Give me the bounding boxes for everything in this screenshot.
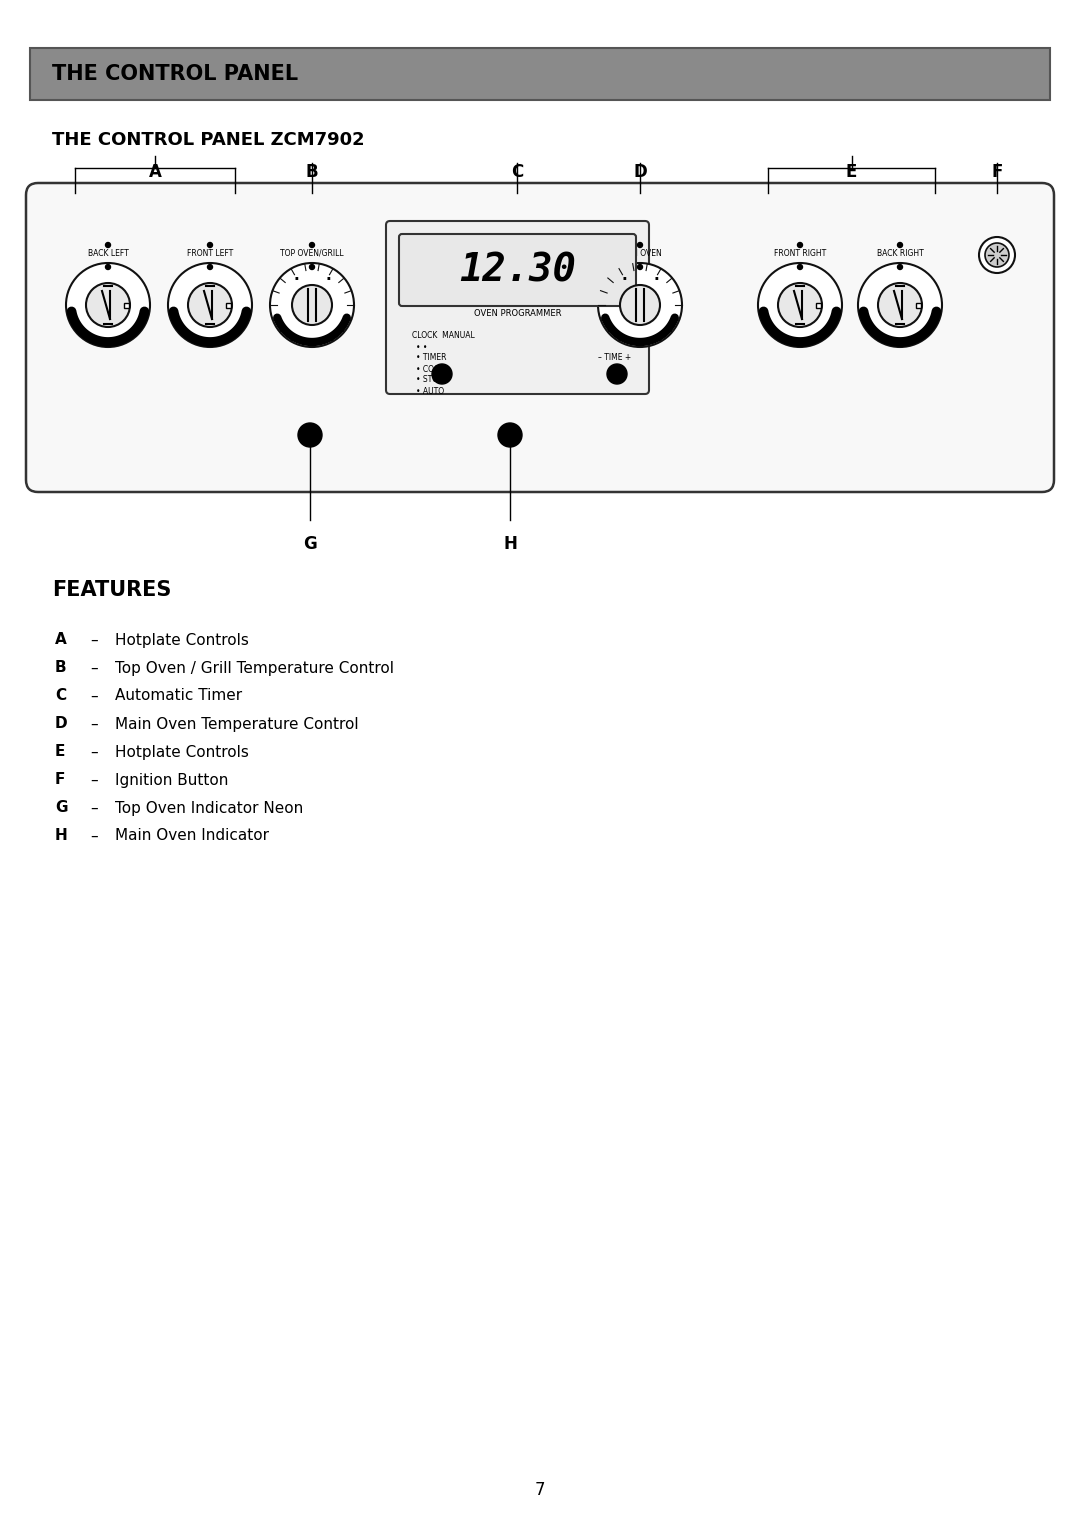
Text: B: B [306,163,319,180]
Text: G: G [55,801,67,816]
Text: A: A [149,163,161,180]
Text: OVEN PROGRAMMER: OVEN PROGRAMMER [474,309,562,318]
Text: • •: • • [416,342,428,351]
Text: Top Oven / Grill Temperature Control: Top Oven / Grill Temperature Control [114,660,394,675]
Text: CLOCK  MANUAL: CLOCK MANUAL [411,330,475,339]
Circle shape [188,283,232,327]
Text: Ignition Button: Ignition Button [114,773,228,787]
Text: Automatic Timer: Automatic Timer [114,689,242,703]
FancyBboxPatch shape [816,303,821,309]
Text: G: G [303,535,316,553]
Circle shape [778,283,822,327]
Circle shape [598,263,681,347]
Text: 12.30: 12.30 [459,251,576,289]
FancyBboxPatch shape [399,234,636,306]
Text: FRONT LEFT: FRONT LEFT [187,249,233,258]
Circle shape [270,263,354,347]
Text: Top Oven Indicator Neon: Top Oven Indicator Neon [114,801,303,816]
Circle shape [607,364,627,384]
Circle shape [86,283,130,327]
FancyBboxPatch shape [226,303,231,309]
Circle shape [292,286,332,325]
Text: C: C [511,163,523,180]
Circle shape [298,423,322,448]
Text: BACK LEFT: BACK LEFT [87,249,129,258]
Text: E: E [55,744,66,759]
Text: A: A [55,633,67,648]
Circle shape [985,243,1009,267]
Text: E: E [846,163,858,180]
Circle shape [207,243,213,248]
Text: –: – [90,689,97,703]
Circle shape [66,263,150,347]
Circle shape [106,243,110,248]
Text: • COOK: • COOK [416,365,445,373]
Text: –: – [90,828,97,843]
Text: FEATURES: FEATURES [52,581,172,601]
Circle shape [897,264,903,269]
Text: Hotplate Controls: Hotplate Controls [114,633,248,648]
Circle shape [168,263,252,347]
Circle shape [858,263,942,347]
Text: ▪: ▪ [326,275,329,280]
Text: • AUTO: • AUTO [416,387,444,396]
Text: –: – [90,660,97,675]
Text: • STOP: • STOP [416,376,443,385]
Text: 7: 7 [535,1481,545,1499]
Text: H: H [503,535,517,553]
Text: • •: • • [609,365,621,373]
Circle shape [637,243,643,248]
Text: –: – [90,633,97,648]
Text: MAIN OVEN: MAIN OVEN [618,249,662,258]
Circle shape [620,286,660,325]
Circle shape [498,423,522,448]
Circle shape [310,243,314,248]
Circle shape [758,263,842,347]
FancyBboxPatch shape [124,303,129,309]
Circle shape [878,283,922,327]
Text: D: D [55,717,68,732]
FancyBboxPatch shape [26,183,1054,492]
Text: –: – [90,801,97,816]
Circle shape [978,237,1015,274]
Circle shape [207,264,213,269]
Text: BACK RIGHT: BACK RIGHT [877,249,923,258]
Circle shape [797,243,802,248]
Circle shape [897,243,903,248]
Text: –: – [90,744,97,759]
Text: –: – [90,717,97,732]
Text: FRONT RIGHT: FRONT RIGHT [774,249,826,258]
Text: ▪: ▪ [294,275,298,280]
Circle shape [70,309,75,313]
Circle shape [762,309,766,313]
Text: ▪: ▪ [622,275,626,280]
Text: D: D [633,163,647,180]
Circle shape [172,309,176,313]
Text: Main Oven Indicator: Main Oven Indicator [114,828,269,843]
Circle shape [106,264,110,269]
Text: – TIME +: – TIME + [598,353,632,362]
Text: C: C [55,689,66,703]
Text: F: F [991,163,1002,180]
Text: TOP OVEN/GRILL: TOP OVEN/GRILL [280,249,343,258]
Text: THE CONTROL PANEL ZCM7902: THE CONTROL PANEL ZCM7902 [52,131,365,150]
Circle shape [310,264,314,269]
Text: • TIMER: • TIMER [416,353,446,362]
Text: Main Oven Temperature Control: Main Oven Temperature Control [114,717,359,732]
Text: B: B [55,660,67,675]
Circle shape [797,264,802,269]
Text: Hotplate Controls: Hotplate Controls [114,744,248,759]
Text: F: F [55,773,66,787]
Text: –: – [90,773,97,787]
Text: H: H [55,828,68,843]
Bar [30,47,1050,99]
Text: THE CONTROL PANEL: THE CONTROL PANEL [52,64,298,84]
Circle shape [637,264,643,269]
Circle shape [862,309,866,313]
FancyBboxPatch shape [916,303,921,309]
Circle shape [432,364,453,384]
FancyBboxPatch shape [386,222,649,394]
Text: ▪: ▪ [654,275,658,280]
